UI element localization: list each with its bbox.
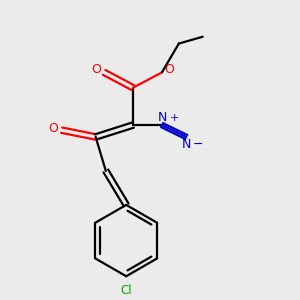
Text: Cl: Cl — [120, 284, 132, 297]
Text: O: O — [92, 62, 102, 76]
Text: −: − — [193, 138, 203, 151]
Text: N: N — [182, 138, 191, 151]
Text: +: + — [170, 112, 179, 123]
Text: O: O — [164, 62, 174, 76]
Text: O: O — [48, 122, 58, 135]
Text: N: N — [158, 111, 167, 124]
